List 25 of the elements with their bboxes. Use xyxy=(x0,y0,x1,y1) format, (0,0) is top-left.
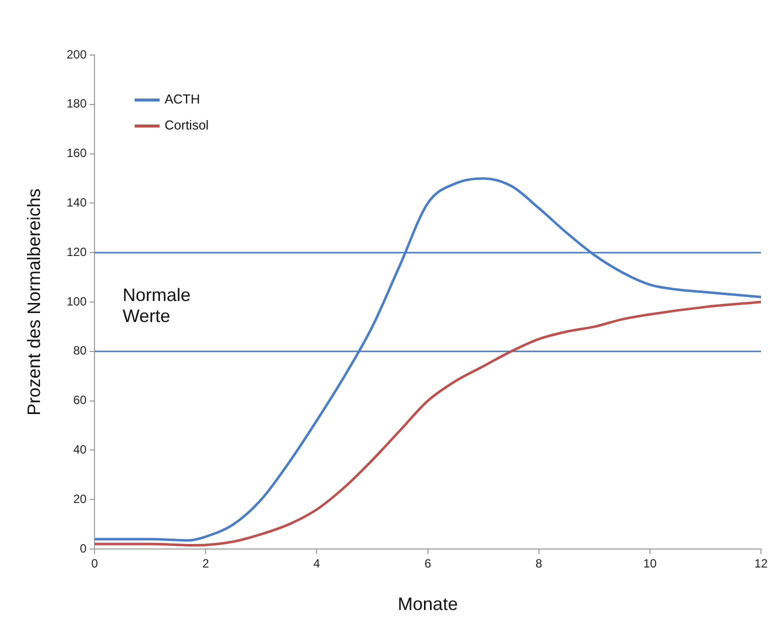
y-tick-label: 60 xyxy=(73,393,87,408)
y-tick-label: 40 xyxy=(73,442,87,457)
x-axis-title: Monate xyxy=(398,594,458,614)
x-tick-label: 10 xyxy=(643,556,657,571)
x-tick-label: 2 xyxy=(202,556,210,571)
y-tick-label: 140 xyxy=(66,196,87,210)
annotation: Normale Werte xyxy=(122,285,191,326)
x-tick-label: 12 xyxy=(754,556,768,571)
y-tick-label: 180 xyxy=(66,96,87,111)
y-tick-label: 100 xyxy=(66,294,87,308)
x-tick-label: 6 xyxy=(424,556,432,571)
y-tick-label: 0 xyxy=(80,541,87,556)
y-axis-title: Prozent des Normalbereichs xyxy=(24,188,44,416)
y-tick-label: 20 xyxy=(73,492,87,506)
line-series xyxy=(94,177,761,542)
x-tick-label: 0 xyxy=(91,556,98,571)
legend-label: Cortisol xyxy=(164,118,209,133)
y-tick-label: 200 xyxy=(66,47,87,62)
x-tick-label: 8 xyxy=(536,556,543,571)
y-tick-label: 120 xyxy=(66,244,87,259)
x-tick-label: 4 xyxy=(313,556,320,571)
legend-label: ACTH xyxy=(164,92,200,107)
y-tick-label: 160 xyxy=(66,146,87,160)
y-tick-label: 80 xyxy=(73,344,87,358)
line-series xyxy=(94,300,761,547)
